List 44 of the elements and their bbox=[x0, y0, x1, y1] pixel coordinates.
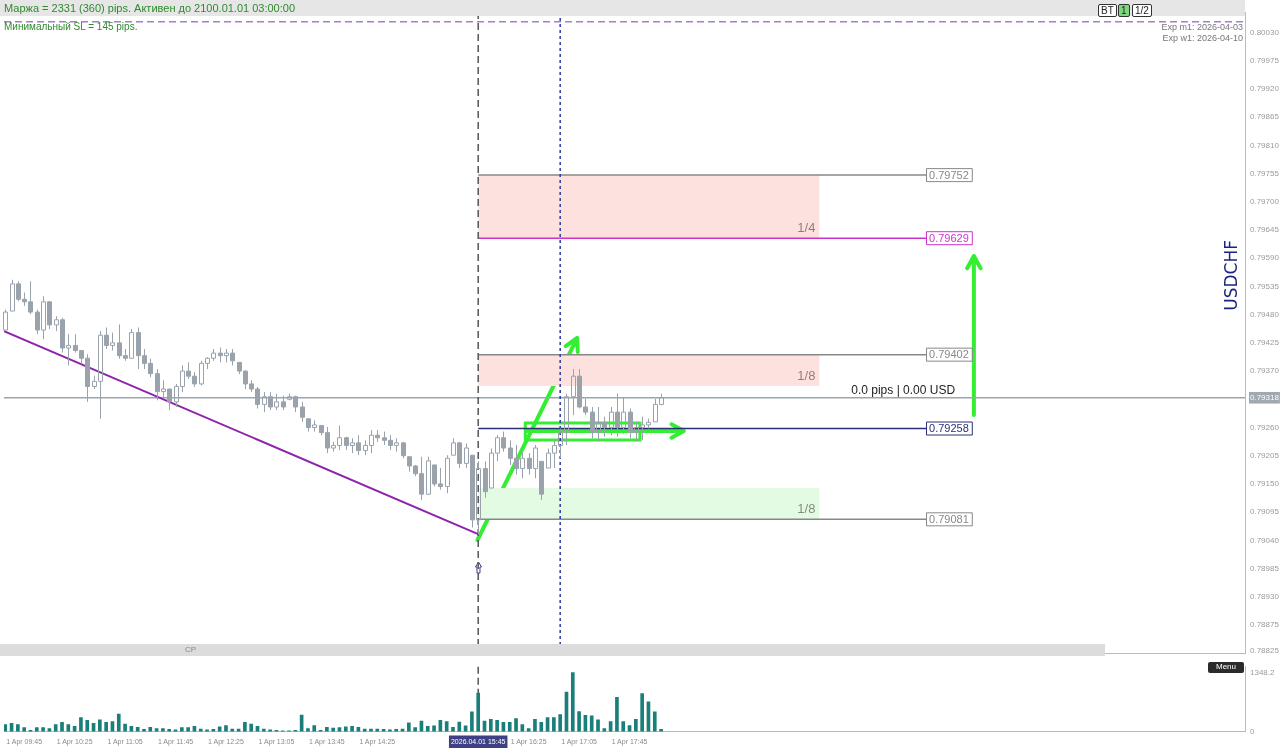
annotation: Маржа = 2331 (360) pips. Активен до 2100.01.01 03:00:00 bbox=[4, 2, 296, 15]
y-tick-label: 0.78985 bbox=[1250, 563, 1280, 573]
y-tick-label: 0.79590 bbox=[1250, 253, 1280, 263]
y-tick-label: 0.79865 bbox=[1250, 112, 1280, 122]
annotation: 0.0 pips | 0.00 USD bbox=[851, 383, 956, 398]
y-tick-label: 0.79975 bbox=[1250, 55, 1280, 65]
band-label: 1/8 bbox=[797, 368, 816, 384]
y-tick-label: 0.79318 bbox=[1250, 392, 1280, 402]
y-tick-label: 0.78825 bbox=[1250, 645, 1280, 655]
y-tick-label: 0.79810 bbox=[1250, 140, 1280, 150]
annotation: Exp m1: 2026-04-03 bbox=[1161, 22, 1243, 33]
y-tick-label: 0.79645 bbox=[1250, 225, 1280, 235]
annotation: Menu bbox=[1208, 662, 1245, 673]
y-tick-label: 0.78875 bbox=[1250, 620, 1280, 630]
annotation: Минимальный SL = 145 pips. bbox=[4, 21, 138, 32]
y-tick-label: 0.79150 bbox=[1250, 479, 1280, 489]
annotation: CP bbox=[185, 645, 197, 655]
band-label: 1/4 bbox=[797, 220, 816, 236]
ref-line-label: 0.79081 bbox=[929, 512, 969, 525]
y-tick-label: 0.79920 bbox=[1250, 84, 1280, 94]
band-label: 1/8 bbox=[797, 501, 816, 517]
ref-line-label: 0.79258 bbox=[929, 422, 969, 435]
annotation: 1/2 bbox=[1132, 4, 1152, 17]
y-tick-label: 0.79535 bbox=[1250, 281, 1280, 291]
y-tick-label: 1348.2 bbox=[1250, 667, 1276, 677]
y-tick-label: 0.79480 bbox=[1250, 309, 1280, 319]
ref-line-label: 0.79402 bbox=[929, 348, 969, 361]
y-tick-label: 0.79370 bbox=[1250, 366, 1280, 376]
y-tick-label: 0.80030 bbox=[1250, 27, 1280, 37]
y-tick-label: 0.79205 bbox=[1250, 450, 1280, 460]
annotation: Exp w1: 2026-04-10 bbox=[1162, 33, 1243, 44]
y-tick-label: 0.79095 bbox=[1250, 507, 1280, 517]
y-tick-label: 0.79040 bbox=[1250, 535, 1280, 545]
y-tick-label: 0.79425 bbox=[1250, 338, 1280, 348]
ref-line-label: 0.79629 bbox=[929, 231, 969, 244]
annotation: BT bbox=[1098, 4, 1117, 17]
y-tick-label: 0.78930 bbox=[1250, 591, 1280, 601]
y-tick-label: 0 bbox=[1250, 726, 1255, 736]
annotation: 1 bbox=[1118, 4, 1130, 17]
y-tick-label: 0.79700 bbox=[1250, 197, 1280, 206]
text: USDCHF bbox=[1221, 240, 1241, 311]
y-tick-label: 0.79260 bbox=[1250, 422, 1280, 432]
ref-line-label: 0.79752 bbox=[929, 168, 969, 181]
y-tick-label: 0.79755 bbox=[1250, 168, 1280, 178]
